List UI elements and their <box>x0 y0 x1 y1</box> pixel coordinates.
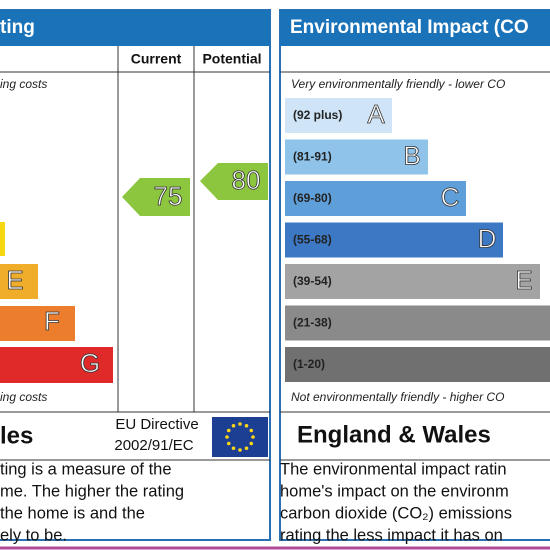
bottom-note: ing costs <box>0 390 47 404</box>
eu-star <box>225 435 229 439</box>
band <box>0 264 38 299</box>
band-letter: B <box>403 140 420 170</box>
band-letter: D <box>478 223 497 253</box>
eu-star <box>226 428 231 433</box>
band-range: (21-38) <box>293 316 332 330</box>
band <box>285 305 550 341</box>
eu-star <box>249 441 254 446</box>
right-header <box>280 10 550 46</box>
band <box>285 139 428 175</box>
band-letter: F <box>44 306 60 336</box>
band <box>0 222 5 256</box>
top-note: Very environmentally friendly - lower CO <box>291 77 505 91</box>
directive: EU Directive <box>115 416 198 433</box>
paragraph-line: carbon dioxide (CO₂) emissions <box>280 504 512 522</box>
bottom-note: Not environmentally friendly - higher CO <box>291 390 504 404</box>
band <box>285 347 550 382</box>
band-letter: A <box>367 99 385 129</box>
eu-star <box>249 428 254 433</box>
band <box>0 347 113 383</box>
band-range: (81-91) <box>293 150 332 164</box>
eu-star <box>231 423 236 428</box>
band <box>0 306 75 341</box>
paragraph-line: rating the less impact it has on <box>280 526 503 544</box>
band-range: (1-20) <box>293 357 325 371</box>
paragraph-line: the home is and the <box>0 504 145 522</box>
band <box>285 98 392 133</box>
column-header: Current <box>131 51 182 67</box>
eu-star <box>226 441 231 446</box>
paragraph-line: ely to be. <box>0 526 67 544</box>
band-letter: C <box>441 182 460 212</box>
band-range: (92 plus) <box>293 108 342 122</box>
column-header: Potential <box>202 51 261 67</box>
band-range: (39-54) <box>293 274 332 288</box>
region: England & Wales <box>297 421 491 448</box>
potential-arrow <box>200 163 268 200</box>
right-title: Environmental Impact (CO <box>290 17 529 38</box>
eu-star <box>231 446 236 451</box>
eu-star <box>238 448 242 452</box>
band-letter: E <box>515 265 532 295</box>
left-title: ting <box>0 17 35 38</box>
current-rating: 75 <box>154 181 183 211</box>
directive: 2002/91/EC <box>114 437 193 454</box>
band-range: (69-80) <box>293 191 332 205</box>
current-arrow <box>122 178 190 216</box>
band <box>285 264 540 299</box>
eu-star <box>244 423 249 428</box>
band <box>285 181 466 216</box>
paragraph-line: me. The higher the rating <box>0 482 184 500</box>
potential-rating: 80 <box>232 165 261 195</box>
left-header <box>0 10 270 46</box>
top-note: ing costs <box>0 77 47 91</box>
band-range: (55-68) <box>293 233 332 247</box>
eu-star <box>244 446 249 451</box>
paragraph-line: ting is a measure of the <box>0 460 172 478</box>
band-letter: E <box>6 265 23 295</box>
region: les <box>0 422 33 449</box>
band-letter: G <box>80 348 100 378</box>
eu-star <box>251 435 255 439</box>
eu-star <box>238 422 242 426</box>
paragraph-line: home's impact on the environm <box>280 482 509 500</box>
paragraph-line: The environmental impact ratin <box>280 460 507 478</box>
band <box>285 222 503 258</box>
